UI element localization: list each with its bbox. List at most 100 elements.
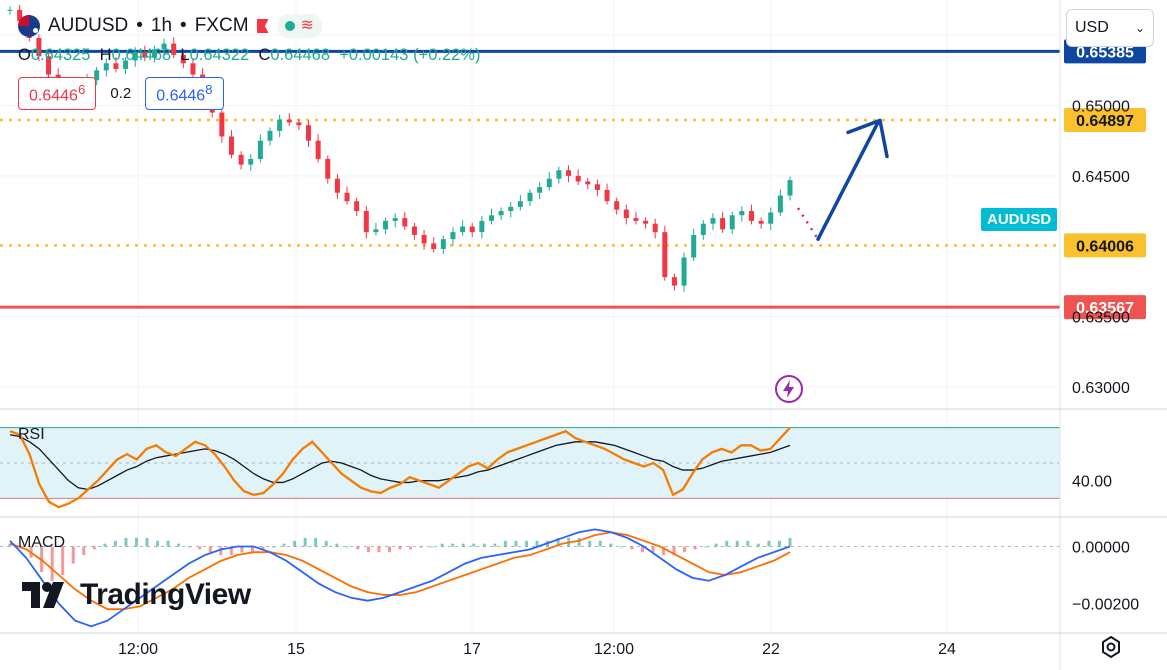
macd-histogram-bar (451, 543, 455, 547)
currency-select[interactable]: USD ⌄ (1066, 9, 1154, 47)
macd-histogram-bar (335, 543, 339, 547)
macd-histogram-bar (240, 546, 244, 553)
macd-line[interactable] (9, 528, 791, 628)
macd-histogram-bar (124, 537, 128, 547)
macd-histogram-bar (134, 537, 138, 547)
sell-button[interactable]: 0.64466 (18, 77, 97, 111)
candle-body (257, 140, 263, 159)
buy-price: 0.6446 (156, 87, 206, 105)
rsi-tick-label: 40.00 (1072, 474, 1112, 491)
status-pill[interactable]: ≋ (276, 14, 322, 38)
macd-histogram-bar (514, 540, 518, 547)
projection-arrow-line[interactable] (816, 120, 880, 241)
macd-histogram-bar (8, 543, 12, 547)
settings-gear-icon[interactable] (1099, 635, 1123, 659)
spread-value: 0.2 (110, 85, 132, 103)
macd-tick-label: 0.00000 (1072, 540, 1130, 557)
rsi-label[interactable]: RSI (18, 426, 45, 443)
macd-histogram-bar (756, 543, 760, 547)
time-tick-label: 15 (287, 641, 305, 658)
projection-dotted (796, 207, 820, 240)
candle-body (190, 63, 196, 75)
candle-body (643, 220, 649, 224)
candle-body (681, 257, 687, 286)
macd-histogram-bar (156, 540, 160, 547)
macd-histogram-bar (588, 540, 592, 547)
macd-histogram-bar (50, 546, 54, 581)
macd-histogram-bar (598, 540, 602, 547)
candle-body (729, 215, 735, 230)
macd-histogram-bar (640, 546, 644, 553)
macd-histogram-bar (619, 546, 623, 548)
candle-body (748, 211, 754, 221)
buy-button[interactable]: 0.64468 (145, 77, 224, 111)
tradingview-wordmark: TradingView (80, 578, 251, 611)
candle-body (334, 178, 340, 193)
candle-body (7, 9, 13, 11)
change-value: +0.00143 (339, 46, 409, 64)
chevron-down-icon: ⌄ (1134, 21, 1145, 35)
macd-histogram-bar (219, 546, 223, 556)
macd-tick-label: −0.00200 (1072, 597, 1139, 614)
flag-icon[interactable] (256, 19, 269, 33)
macd-histogram-bar (430, 546, 434, 548)
candle-body (267, 130, 273, 141)
wave-icon: ≋ (300, 17, 314, 34)
tradingview-mark-icon (22, 582, 64, 608)
candle-body (469, 226, 475, 233)
candle-body (151, 49, 157, 58)
candle-body (103, 63, 109, 71)
candle-body (604, 189, 610, 202)
macd-histogram-bar (324, 540, 328, 547)
candle-body (411, 226, 417, 235)
macd-histogram-bar (662, 546, 666, 556)
open-value: 0.64325 (30, 46, 91, 64)
candle-body (633, 218, 639, 221)
macd-histogram-bar (250, 546, 254, 553)
candle-body (614, 201, 620, 210)
change-percent: (+0.22%) (413, 46, 481, 64)
candle-body (286, 119, 292, 123)
macd-histogram-bar (735, 540, 739, 547)
macd-label[interactable]: MACD (18, 534, 66, 551)
macd-histogram-bar (272, 546, 276, 548)
candle-body (460, 226, 466, 233)
price-tick-label: 0.64500 (1072, 169, 1130, 186)
macd-histogram-bar (777, 540, 781, 547)
candle-body (171, 43, 177, 55)
macd-histogram-bar (630, 546, 634, 550)
low-label: L (180, 46, 190, 64)
candle-body (787, 180, 793, 196)
macd-histogram-bar (746, 540, 750, 547)
macd-histogram-bar (303, 537, 307, 547)
macd-histogram-bar (356, 546, 360, 550)
macd-histogram-bar (704, 546, 708, 548)
macd-histogram-bar (387, 546, 391, 553)
macd-histogram-bar (788, 537, 792, 547)
lightning-icon[interactable] (774, 374, 804, 404)
macd-histogram-bar (198, 546, 202, 550)
symbol-name[interactable]: AUDUSD (48, 15, 129, 36)
candle-body (623, 209, 629, 219)
tradingview-logo: TradingView (22, 578, 251, 612)
candle-body (296, 122, 302, 126)
macd-histogram-bar (503, 540, 507, 547)
candle-body (402, 218, 408, 227)
macd-histogram-bar (440, 543, 444, 547)
macd-histogram-bar (472, 543, 476, 547)
macd-histogram-bar (177, 543, 181, 547)
projection-arrow-head[interactable] (846, 118, 889, 159)
macd-signal-line (9, 531, 791, 611)
candle-body (180, 54, 186, 64)
symbol-header[interactable]: AUDUSD • 1h • FXCM ≋ (18, 14, 322, 38)
candle-body (575, 175, 581, 182)
interval[interactable]: 1h (150, 15, 173, 36)
candle-body (777, 195, 783, 213)
candle-body (113, 63, 119, 69)
candle-body (373, 229, 379, 233)
macd-histogram-bar (145, 537, 149, 547)
price-tick-label: 0.63500 (1072, 310, 1130, 327)
rsi-line[interactable] (9, 426, 791, 509)
candle-body (325, 158, 331, 179)
candle-body (315, 140, 321, 159)
